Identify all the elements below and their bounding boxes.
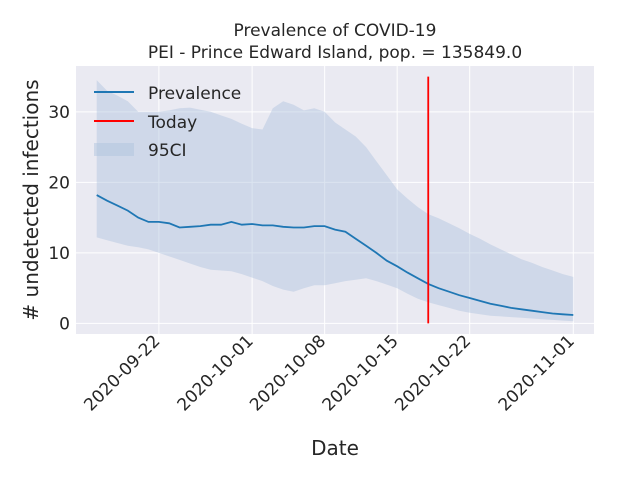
x-tick-label: 2020-10-08 [246,331,330,415]
y-tick-label: 30 [48,103,70,123]
chart-title-line-2: PEI - Prince Edward Island, pop. = 13584… [148,43,522,63]
legend: Prevalence Today 95CI [94,84,241,161]
plot-area [76,66,594,334]
x-tick-label: 2020-10-22 [391,331,475,415]
x-tick-labels: 2020-09-22 2020-10-012020-10-082020-10-15… [80,331,578,415]
legend-prevalence-label: Prevalence [148,84,241,104]
y-tick-label: 20 [48,173,70,193]
legend-today-label: Today [147,113,197,133]
ci-band [96,80,574,322]
chart-title-line-1: Prevalence of COVID-19 [234,21,437,41]
x-axis-label: Date [311,436,359,460]
y-axis-label: # undetected infections [19,79,43,320]
x-tick-label: 2020-09-22 [80,331,164,415]
prevalence-line [96,194,574,316]
legend-ci-swatch [94,143,134,156]
grid-lines [76,66,594,334]
prevalence-line-layer [96,194,574,316]
y-tick-label: 0 [59,314,70,334]
legend-ci-label: 95CI [148,141,187,161]
x-tick-label: 2020-10-01 [174,331,258,415]
ci-band-layer [96,80,574,322]
x-tick-label: 2020-11-01 [495,331,579,415]
y-tick-labels: 0 10 20 30 [48,103,70,335]
x-tick-label: 2020-10-15 [319,331,403,415]
y-tick-label: 10 [48,244,70,264]
